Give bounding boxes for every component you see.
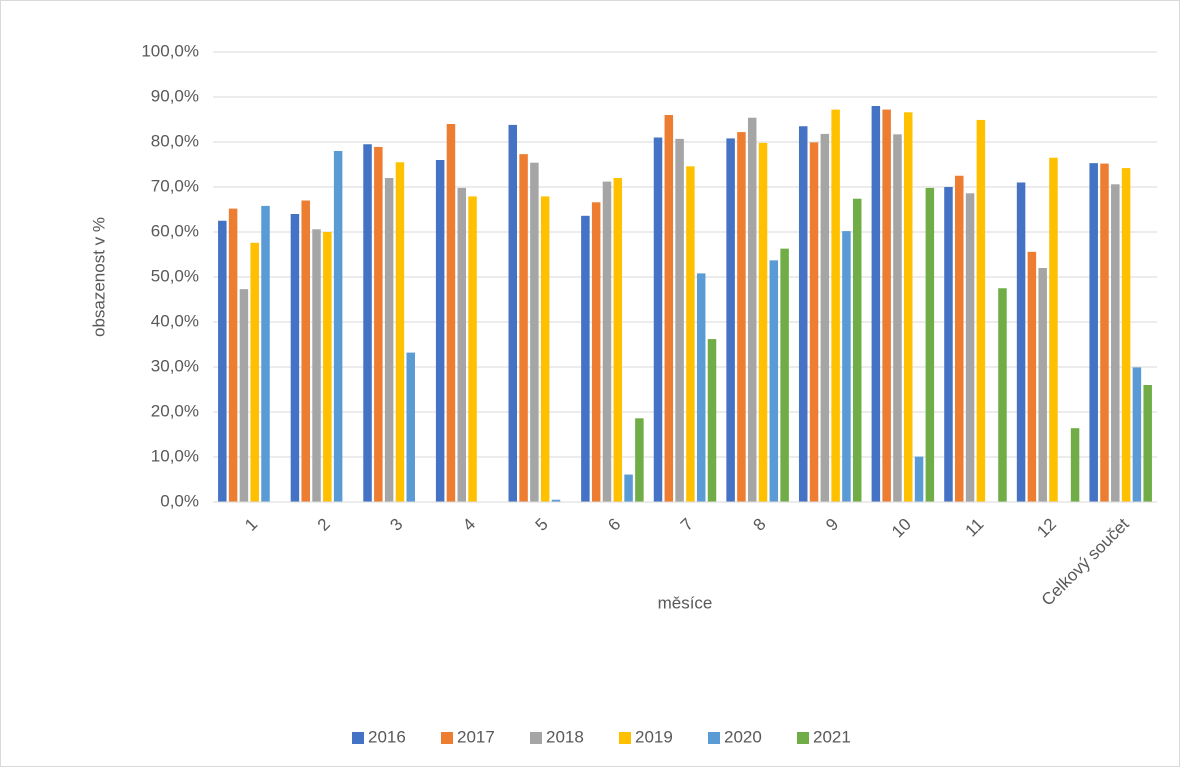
bar	[581, 215, 590, 503]
legend-label: 2016	[368, 727, 406, 746]
y-tick-label: 10,0%	[151, 446, 199, 465]
bar	[726, 138, 735, 502]
bar	[653, 137, 663, 502]
bar	[457, 187, 467, 502]
legend-swatch	[797, 732, 809, 744]
y-tick-label: 70,0%	[151, 176, 199, 195]
bar	[239, 289, 249, 502]
bar	[842, 231, 851, 502]
bar	[696, 273, 706, 502]
bar	[218, 220, 227, 502]
bar	[1132, 367, 1142, 502]
bar	[998, 288, 1007, 502]
bar	[1100, 163, 1109, 502]
bar	[635, 418, 644, 502]
bar	[1111, 184, 1120, 503]
bar	[1038, 268, 1047, 502]
legend-swatch	[352, 732, 364, 744]
bar	[780, 248, 789, 502]
bar	[664, 115, 674, 502]
bar	[903, 112, 913, 503]
bar	[540, 196, 550, 502]
bar	[1143, 385, 1152, 502]
y-tick-label: 20,0%	[151, 401, 199, 420]
bar	[261, 205, 270, 502]
bar	[852, 198, 862, 502]
bar	[871, 106, 881, 502]
bar	[707, 339, 717, 502]
bar	[893, 134, 902, 502]
bar	[406, 352, 415, 502]
legend-swatch	[441, 732, 453, 744]
y-tick-label: 80,0%	[151, 131, 199, 150]
legend-swatch	[530, 732, 542, 744]
bar	[769, 260, 779, 502]
legend-label: 2020	[724, 727, 762, 746]
legend-swatch	[708, 732, 720, 744]
bar	[925, 187, 935, 502]
bar	[686, 166, 695, 503]
bar	[602, 181, 612, 502]
bar	[301, 200, 310, 502]
bar	[1070, 428, 1080, 502]
y-tick-label: 100,0%	[141, 41, 199, 60]
y-tick-label: 90,0%	[151, 86, 199, 105]
bar	[519, 154, 528, 502]
bar	[333, 151, 343, 502]
bar	[312, 229, 321, 503]
bar	[530, 162, 539, 502]
bar	[323, 232, 332, 502]
bar	[1027, 251, 1037, 502]
bar	[737, 132, 746, 502]
bar	[955, 175, 964, 502]
bar	[976, 119, 986, 502]
y-tick-label: 30,0%	[151, 356, 199, 375]
bar	[435, 160, 445, 502]
y-tick-label: 40,0%	[151, 311, 199, 330]
bar	[384, 178, 394, 502]
bar	[395, 162, 405, 502]
y-tick-label: 60,0%	[151, 221, 199, 240]
legend-label: 2018	[546, 727, 584, 746]
bar	[228, 208, 238, 502]
bar	[747, 117, 757, 502]
bar	[882, 109, 891, 502]
bar	[820, 133, 830, 502]
bar	[809, 142, 819, 502]
bar	[1016, 182, 1026, 502]
legend-label: 2019	[635, 727, 673, 746]
bar	[624, 474, 633, 502]
bar	[508, 124, 518, 503]
bar	[250, 242, 259, 503]
legend-swatch	[619, 732, 631, 744]
bar	[831, 109, 840, 502]
bar	[798, 126, 808, 502]
y-axis-label: obsazenost v %	[89, 217, 108, 337]
bar	[758, 142, 768, 502]
y-tick-label: 0,0%	[160, 491, 199, 510]
bar	[363, 144, 372, 502]
bar	[290, 214, 300, 502]
bar	[1049, 157, 1058, 502]
bar	[965, 193, 975, 503]
bar	[1121, 168, 1131, 502]
bar	[591, 202, 601, 503]
bar	[914, 456, 924, 502]
bar	[446, 124, 456, 502]
bar	[374, 146, 383, 502]
legend-label: 2021	[813, 727, 851, 746]
bar	[675, 138, 684, 502]
x-axis-label: měsíce	[658, 593, 713, 612]
bar	[944, 187, 953, 502]
bar	[551, 499, 561, 502]
bar	[613, 178, 623, 502]
bar	[1089, 163, 1098, 502]
legend-label: 2017	[457, 727, 495, 746]
y-tick-label: 50,0%	[151, 266, 199, 285]
bar	[468, 196, 477, 502]
